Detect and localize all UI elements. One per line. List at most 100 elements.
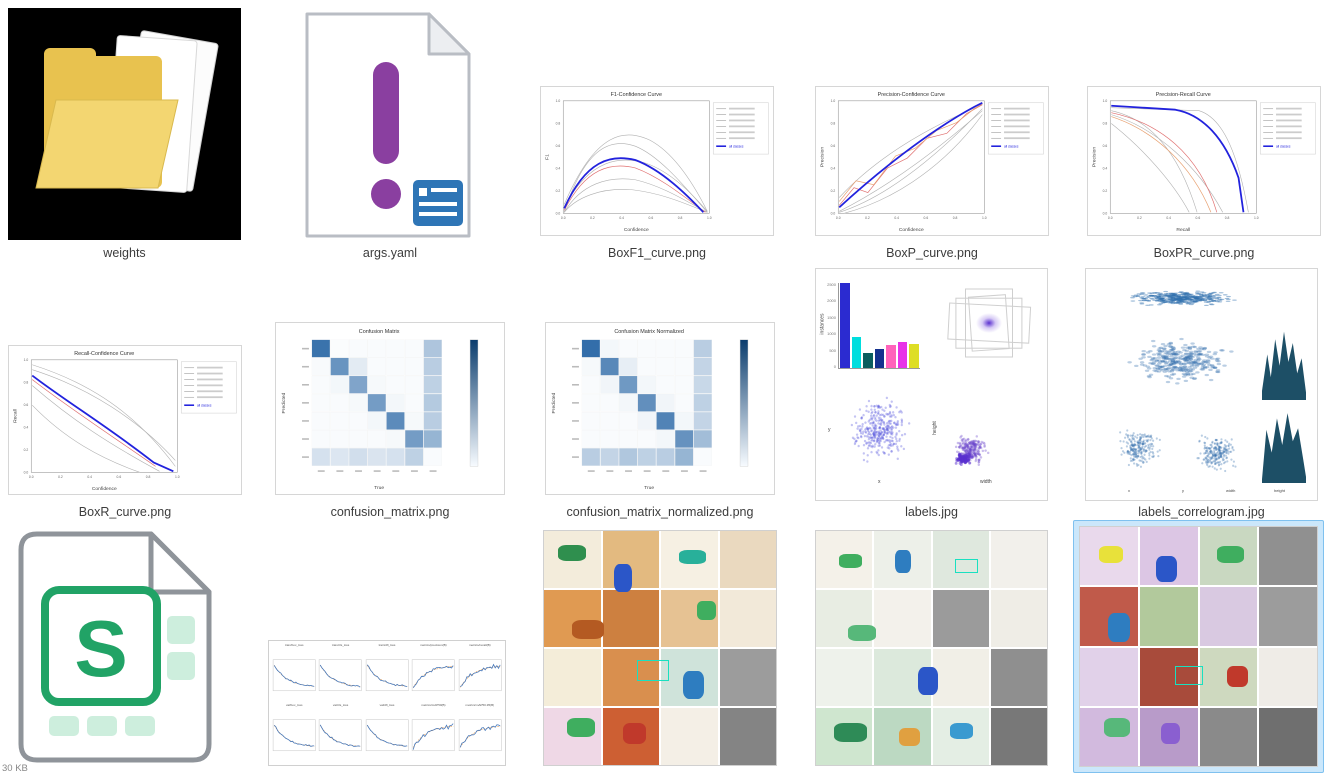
labels-wh-xlabel: width (980, 479, 992, 485)
file-thumbnail-boxpr-curve[interactable]: Precision-Recall Curve 0.0 0.0 0.2 0.2 0.4 0.4… (1087, 86, 1321, 236)
svg-text:Precision: Precision (1091, 147, 1097, 168)
file-thumbnail-train-batch-1[interactable] (815, 530, 1048, 766)
svg-text:0.8: 0.8 (953, 216, 958, 220)
svg-text:0.6: 0.6 (1196, 216, 1201, 220)
svg-text:0.0: 0.0 (1103, 211, 1108, 215)
svg-text:0.2: 0.2 (831, 189, 836, 193)
file-thumbnail-labels[interactable]: 2500 2000 1500 1000 500 0 instances x y width… (815, 268, 1048, 501)
svg-text:0.4: 0.4 (1166, 216, 1171, 220)
svg-text:0.6: 0.6 (24, 403, 29, 407)
svg-text:1.0: 1.0 (1103, 99, 1108, 103)
svg-text:Precision-Recall Curve: Precision-Recall Curve (1156, 92, 1211, 98)
file-thumbnail-results-plot[interactable]: train/box_loss train/cls_loss train/dfl_lo… (268, 640, 506, 766)
svg-text:True: True (644, 485, 654, 491)
svg-text:0.0: 0.0 (836, 216, 841, 220)
svg-text:Confidence: Confidence (899, 227, 924, 233)
sheet-letter: S (74, 604, 127, 693)
svg-text:0.8: 0.8 (146, 475, 151, 479)
svg-text:1.0: 1.0 (175, 475, 180, 479)
file-thumbnail-args-yaml[interactable] (303, 10, 473, 240)
correlogram-height-histogram (1262, 413, 1306, 483)
svg-text:1.0: 1.0 (831, 99, 836, 103)
file-thumbnail-confusion-matrix-normalized[interactable]: Confusion Matrix Normalized True Predicted (545, 322, 775, 495)
file-label-args-yaml[interactable]: args.yaml (362, 246, 418, 260)
svg-text:0.2: 0.2 (24, 448, 29, 452)
correlogram-xw-scatter (1106, 407, 1178, 483)
file-label-weights[interactable]: weights (103, 246, 146, 260)
svg-text:0.6: 0.6 (556, 144, 561, 148)
file-thumbnail-train-batch-0[interactable] (543, 530, 777, 766)
svg-text:1.0: 1.0 (707, 216, 712, 220)
svg-text:True: True (374, 485, 384, 491)
svg-text:0.0: 0.0 (1108, 216, 1113, 220)
file-label-boxp-curve[interactable]: BoxP_curve.png (886, 246, 978, 260)
svg-text:1.0: 1.0 (556, 99, 561, 103)
status-fragment: 30 KB (2, 763, 28, 773)
labels-instances-bar-chart (838, 283, 920, 369)
svg-text:0.2: 0.2 (58, 475, 63, 479)
svg-text:0.8: 0.8 (1225, 216, 1230, 220)
svg-text:Precision-Confidence Curve: Precision-Confidence Curve (878, 92, 945, 98)
svg-text:0.2: 0.2 (556, 189, 561, 193)
svg-text:Predicted: Predicted (281, 392, 287, 413)
file-thumbnail-boxp-curve[interactable]: Precision-Confidence Curve 0.0 0.0 0.2 0.2 0.… (815, 86, 1049, 236)
correlogram-axis-width: width (1226, 488, 1236, 493)
correlogram-xy-scatter (1106, 324, 1256, 400)
svg-text:0.2: 0.2 (590, 216, 595, 220)
labels-xy-xlabel: x (878, 479, 881, 485)
svg-text:Precision: Precision (819, 147, 825, 168)
file-label-boxpr-curve[interactable]: BoxPR_curve.png (1153, 246, 1255, 260)
svg-text:F1: F1 (544, 154, 550, 160)
svg-text:0.4: 0.4 (894, 216, 899, 220)
file-label-labels-correlogram[interactable]: labels_correlogram.jpg (1138, 505, 1265, 519)
file-label-boxr-curve[interactable]: BoxR_curve.png (78, 505, 172, 519)
svg-text:all classes: all classes (1004, 145, 1019, 149)
labels-bar-ylabel: instances (819, 313, 826, 335)
svg-text:0.2: 0.2 (1103, 189, 1108, 193)
file-thumbnail-results-spreadsheet[interactable]: S (15, 528, 215, 766)
svg-text:0.8: 0.8 (831, 121, 836, 125)
correlogram-axis-x: x (1128, 488, 1130, 493)
file-thumbnail-confusion-matrix[interactable]: Confusion Matrix True Predicted (275, 322, 505, 495)
svg-text:Confidence: Confidence (92, 486, 117, 492)
file-thumbnail-weights[interactable] (8, 8, 241, 240)
yaml-file-icon (305, 12, 471, 238)
file-label-confusion-matrix[interactable]: confusion_matrix.png (330, 505, 450, 519)
svg-text:0.4: 0.4 (87, 475, 92, 479)
svg-text:1.0: 1.0 (982, 216, 987, 220)
labels-bar-yticks: 2500 2000 1500 1000 500 0 (827, 282, 836, 369)
file-label-boxf1-curve[interactable]: BoxF1_curve.png (608, 246, 706, 260)
svg-text:0.4: 0.4 (556, 166, 561, 170)
labels-center-blob (976, 313, 1002, 333)
svg-text:0.6: 0.6 (649, 216, 654, 220)
svg-text:0.6: 0.6 (924, 216, 929, 220)
svg-text:all classes: all classes (197, 404, 212, 408)
svg-text:1.0: 1.0 (24, 358, 29, 362)
file-thumbnail-boxf1-curve[interactable]: F1-Confidence Curve 0.0 0.0 0.2 0.2 0.4 0.4 0.6… (540, 86, 774, 236)
svg-text:all classes: all classes (1276, 145, 1291, 149)
folder-icon (35, 30, 219, 193)
svg-text:0.0: 0.0 (29, 475, 34, 479)
spreadsheet-file-icon: S (18, 531, 212, 763)
svg-text:0.0: 0.0 (24, 470, 29, 474)
correlogram-x-histogram (1106, 277, 1256, 319)
svg-text:0.2: 0.2 (865, 216, 870, 220)
file-thumbnail-labels-correlogram[interactable]: x y width height (1085, 268, 1318, 501)
file-thumbnail-boxr-curve[interactable]: Recall-Confidence Curve 0.0 0.0 0.2 0.2 0.4 0.… (8, 345, 242, 495)
svg-text:0.8: 0.8 (1103, 121, 1108, 125)
svg-text:Confusion Matrix Normalized: Confusion Matrix Normalized (614, 329, 684, 335)
svg-text:Recall: Recall (1176, 227, 1190, 233)
svg-text:0.2: 0.2 (1137, 216, 1142, 220)
svg-text:0.6: 0.6 (1103, 144, 1108, 148)
svg-text:Confidence: Confidence (624, 227, 649, 233)
file-label-confusion-matrix-normalized[interactable]: confusion_matrix_normalized.png (566, 505, 754, 519)
correlogram-axis-height: height (1274, 488, 1285, 493)
svg-text:all classes: all classes (729, 145, 744, 149)
svg-text:F1-Confidence Curve: F1-Confidence Curve (611, 92, 662, 98)
file-label-labels[interactable]: labels.jpg (905, 505, 958, 519)
correlogram-axis-y: y (1182, 488, 1184, 493)
svg-text:0.4: 0.4 (1103, 166, 1108, 170)
labels-wh-scatter-core (948, 385, 1036, 475)
file-thumbnail-train-batch-2[interactable] (1079, 526, 1318, 767)
document-list-icon (413, 180, 463, 226)
